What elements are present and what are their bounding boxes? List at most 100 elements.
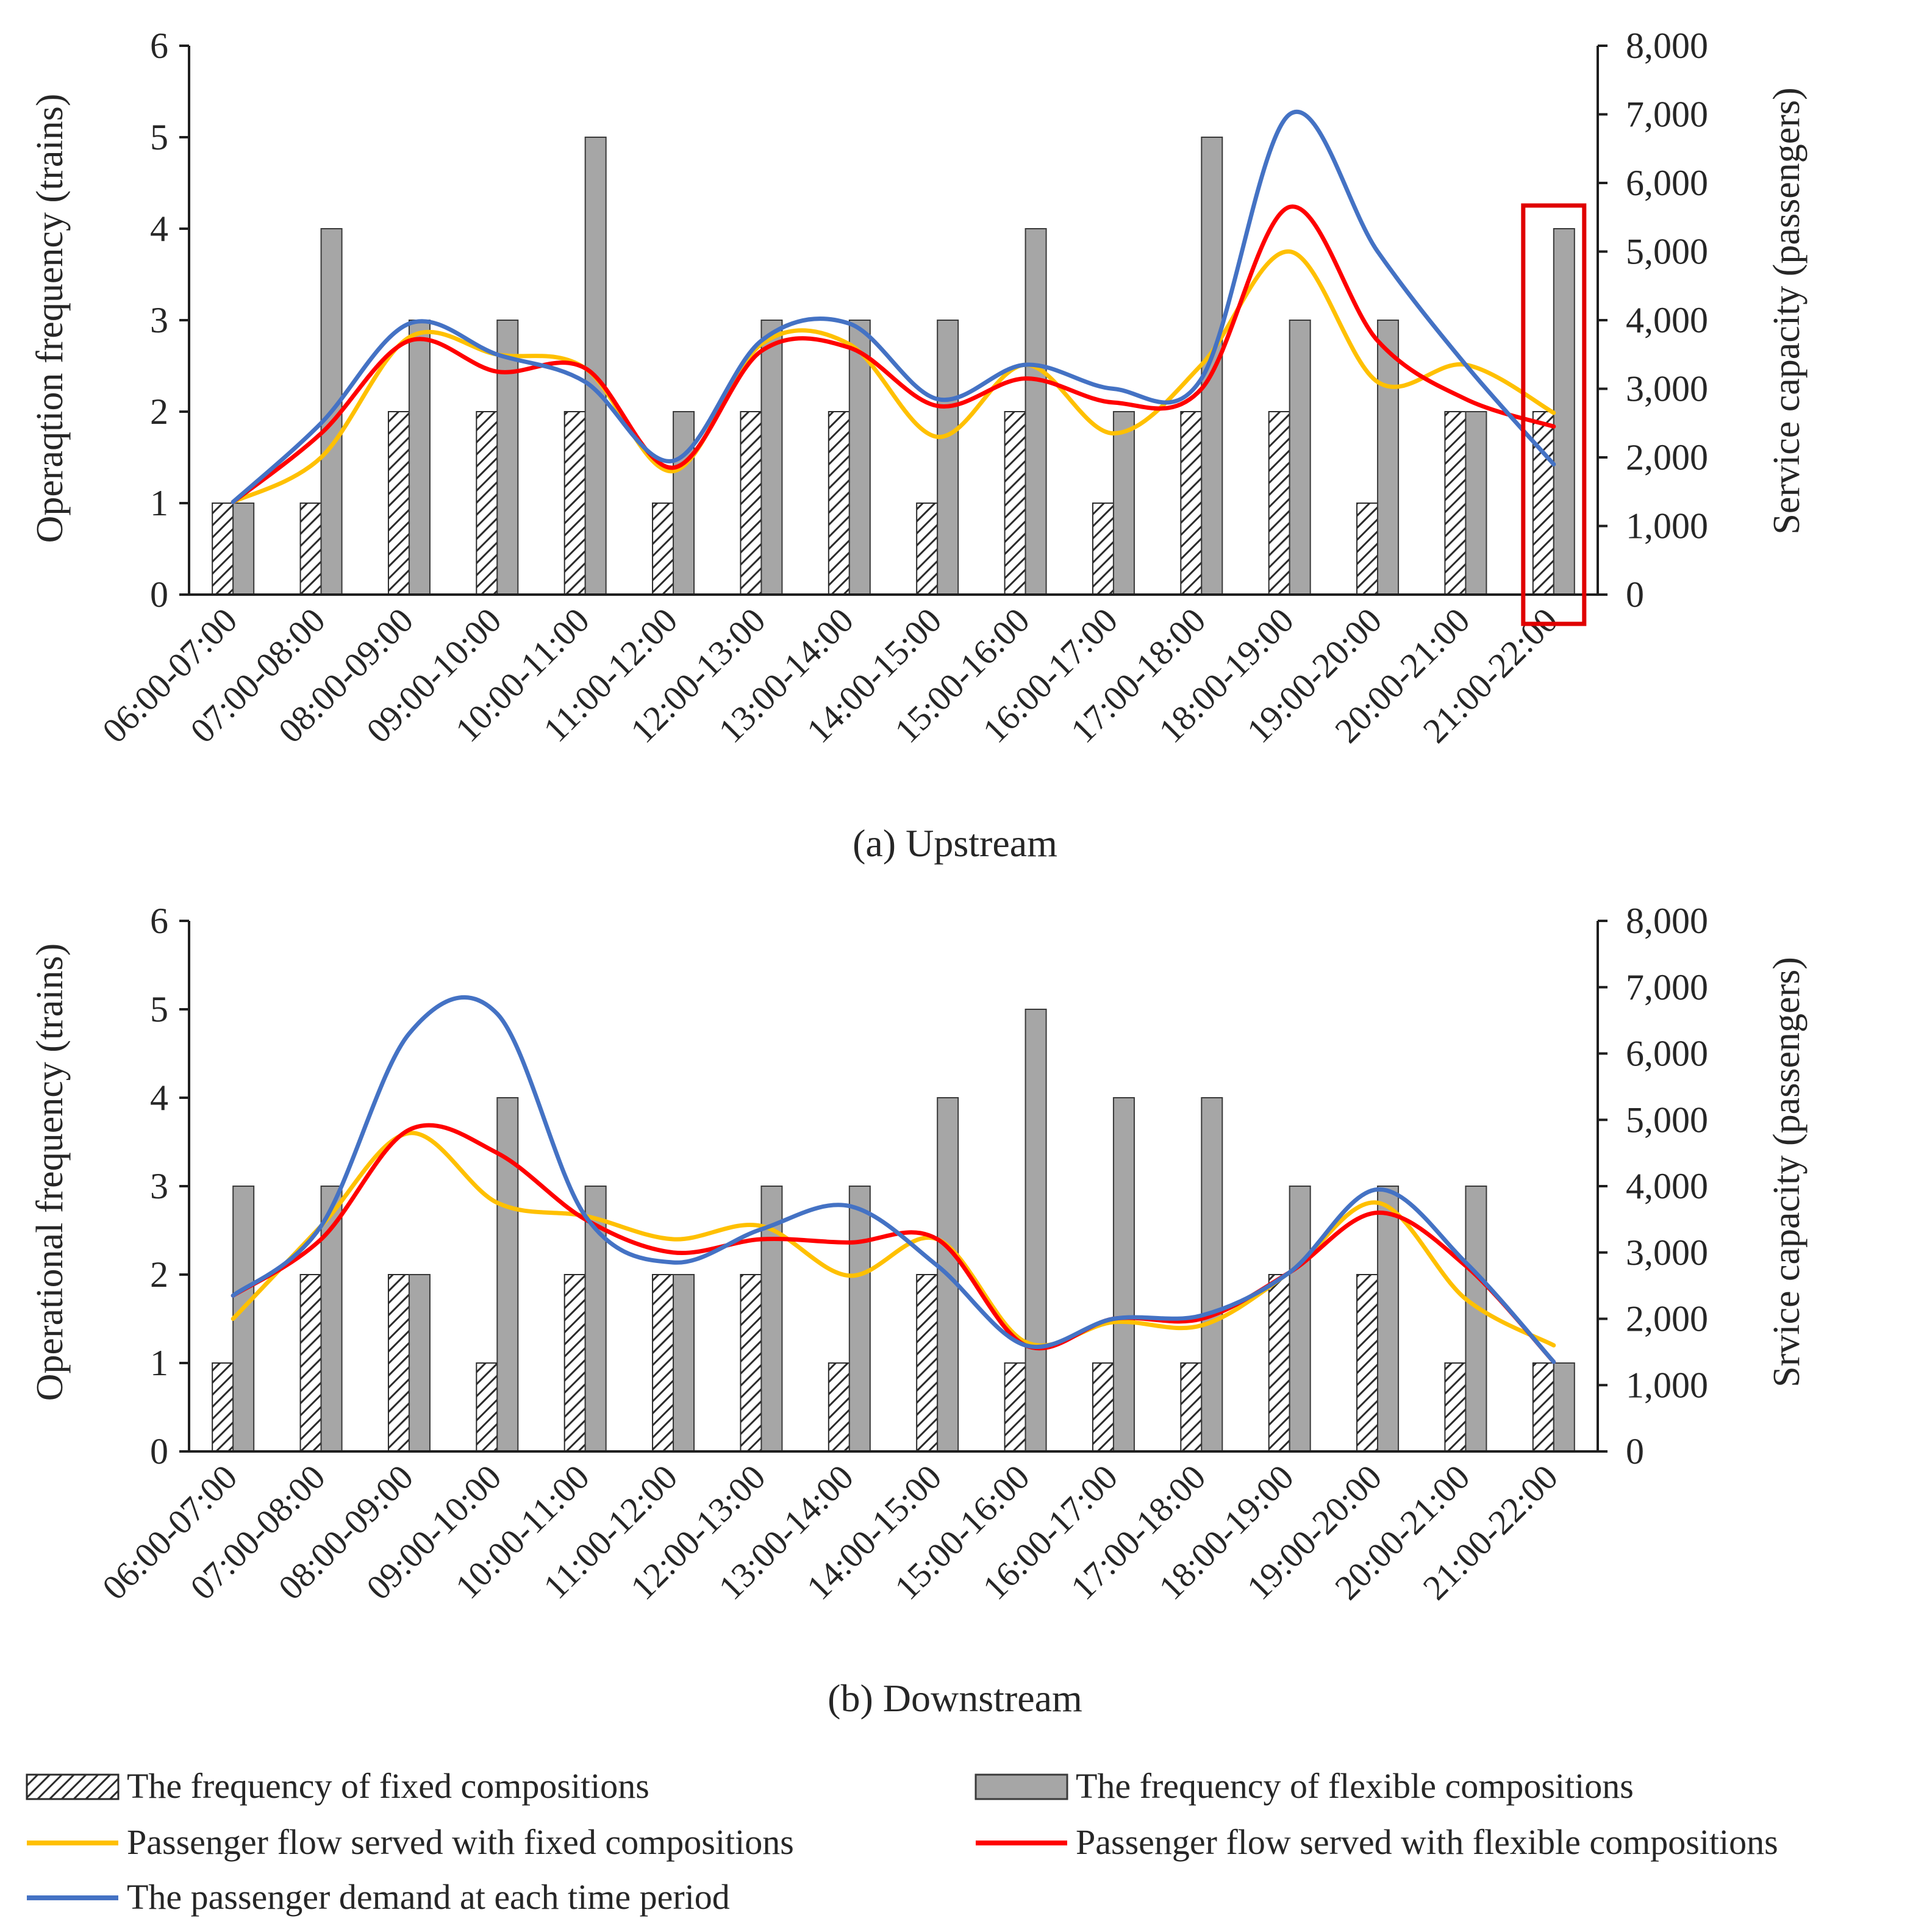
upstream-annotations [1521, 203, 1587, 626]
right-tick-label: 2,000 [1626, 1299, 1708, 1339]
right-tick-label: 0 [1626, 1431, 1644, 1472]
flexible-bar [1112, 1097, 1135, 1452]
flexible-bar [1025, 1009, 1047, 1452]
highlight-box [1521, 203, 1587, 626]
demand-line [231, 995, 1556, 1364]
legend-label-flexible-flow: Passenger flow served with flexible comp… [1076, 1822, 1778, 1862]
legend-swatch-flexible-bar [975, 1773, 1068, 1800]
left-tick-label: 3 [150, 1166, 168, 1206]
left-tick-label: 2 [150, 392, 168, 432]
flexible-bar [1201, 1097, 1223, 1452]
flexible-bar [1553, 1362, 1575, 1452]
left-tick-label: 4 [150, 1078, 168, 1118]
legend-label-flexible-bar: The frequency of flexible compositions [1076, 1766, 1634, 1806]
right-tick-label: 1,000 [1626, 506, 1708, 546]
flexible-flow-line [231, 204, 1556, 504]
fixed-bar [652, 503, 674, 595]
flexible-bar [584, 137, 607, 595]
upstream-right-axis-title: Service capacity (passengers) [1766, 87, 1808, 534]
flexible-bar [408, 1274, 431, 1452]
fixed-flow-line [231, 1131, 1556, 1348]
legend-label-fixed-bar: The frequency of fixed compositions [127, 1766, 649, 1806]
downstream-left-ticks: 0 1 2 3 4 5 6 [150, 901, 189, 1472]
left-tick-label: 2 [150, 1254, 168, 1295]
right-tick-label: 6,000 [1626, 1034, 1708, 1074]
flexible-bar [1289, 1186, 1311, 1452]
legend-swatch-fixed-bar [26, 1773, 120, 1800]
fixed-bar [299, 1274, 322, 1452]
right-tick-label: 8,000 [1626, 901, 1708, 941]
fixed-bar [1092, 1362, 1114, 1452]
fixed-bar [828, 1362, 850, 1452]
legend-label-demand: The passenger demand at each time period [127, 1877, 730, 1917]
flexible-bar [1465, 411, 1487, 595]
right-tick-label: 3,000 [1626, 1233, 1708, 1273]
left-tick-label: 4 [150, 209, 168, 249]
flexible-bar [937, 320, 959, 595]
downstream-lines [231, 995, 1556, 1364]
left-tick-label: 5 [150, 117, 168, 157]
downstream-bars [212, 1009, 1575, 1452]
fixed-bar [1268, 411, 1290, 595]
right-tick-label: 3,000 [1626, 369, 1708, 409]
fixed-bar [299, 503, 322, 595]
flexible-bar [1112, 411, 1135, 595]
flexible-bar [1201, 137, 1223, 595]
upstream-left-ticks: 0 1 2 3 4 5 6 [150, 26, 189, 615]
fixed-bar [212, 503, 234, 595]
flexible-bar [1465, 1186, 1487, 1452]
flexible-bar [232, 503, 255, 595]
upstream-right-ticks: 0 1,000 2,000 3,000 4,000 5,000 6,000 7,000 8,00… [1598, 26, 1708, 615]
left-tick-label: 6 [150, 26, 168, 66]
right-tick-label: 7,000 [1626, 95, 1708, 135]
upstream-category-labels: 06:00-07:0007:00-08:0008:00-09:0009:00-1… [95, 600, 1565, 750]
right-tick-label: 4,000 [1626, 1166, 1708, 1206]
fixed-bar [1268, 1274, 1290, 1452]
fixed-bar [476, 411, 498, 595]
flexible-bar [1025, 228, 1047, 595]
fixed-bar [1532, 1362, 1554, 1452]
flexible-bar [673, 411, 695, 595]
fixed-bar [1356, 503, 1379, 595]
legend-item-fixed-flow: Passenger flow served with fixed composi… [27, 1822, 794, 1862]
upstream-caption: (a) Upstream [853, 821, 1057, 865]
fixed-bar [1180, 411, 1203, 595]
fixed-bar [476, 1362, 498, 1452]
flexible-flow-line [231, 1123, 1556, 1364]
left-tick-label: 0 [150, 574, 168, 615]
flexible-bar [1553, 228, 1575, 595]
flexible-bar [1377, 1186, 1400, 1452]
fixed-bar [1444, 411, 1467, 595]
legend-label-fixed-flow: Passenger flow served with fixed composi… [127, 1822, 794, 1862]
upstream-lines [231, 110, 1556, 504]
fixed-bar [740, 1274, 762, 1452]
flexible-bar [496, 1097, 519, 1452]
left-tick-label: 3 [150, 300, 168, 340]
downstream-right-axis-title: Srvice capacity (passengers) [1766, 957, 1808, 1387]
right-tick-label: 6,000 [1626, 163, 1708, 203]
downstream-left-axis-title: Operational frequency (trains) [29, 943, 71, 1401]
flexible-bar [673, 1274, 695, 1452]
fixed-bar [387, 1274, 410, 1452]
chart-downstream: 0 1 2 3 4 5 6 0 1,000 2,000 3,000 4,000 5,000 6,000 7… [29, 901, 1808, 1720]
fixed-bar [916, 1274, 939, 1452]
flexible-bar [408, 320, 431, 595]
right-tick-label: 0 [1626, 574, 1644, 615]
legend-item-fixed-bar: The frequency of fixed compositions [26, 1766, 649, 1806]
fixed-bar [1092, 503, 1114, 595]
flexible-bar [760, 320, 783, 595]
flexible-bar [1289, 320, 1311, 595]
downstream-right-ticks: 0 1,000 2,000 3,000 4,000 5,000 6,000 7,000 8,00… [1598, 901, 1708, 1472]
fixed-flow-line [231, 249, 1556, 504]
fixed-bar [1004, 411, 1026, 595]
left-tick-label: 0 [150, 1431, 168, 1472]
upstream-left-axis-title: Operaqtion frequency (trains) [29, 94, 71, 543]
left-tick-label: 6 [150, 901, 168, 941]
right-tick-label: 5,000 [1626, 232, 1708, 272]
fixed-bar [212, 1362, 234, 1452]
downstream-category-labels: 06:00-07:0007:00-08:0008:00-09:0009:00-1… [95, 1457, 1565, 1607]
fixed-bar [740, 411, 762, 595]
right-tick-label: 2,000 [1626, 437, 1708, 478]
left-tick-label: 5 [150, 989, 168, 1029]
